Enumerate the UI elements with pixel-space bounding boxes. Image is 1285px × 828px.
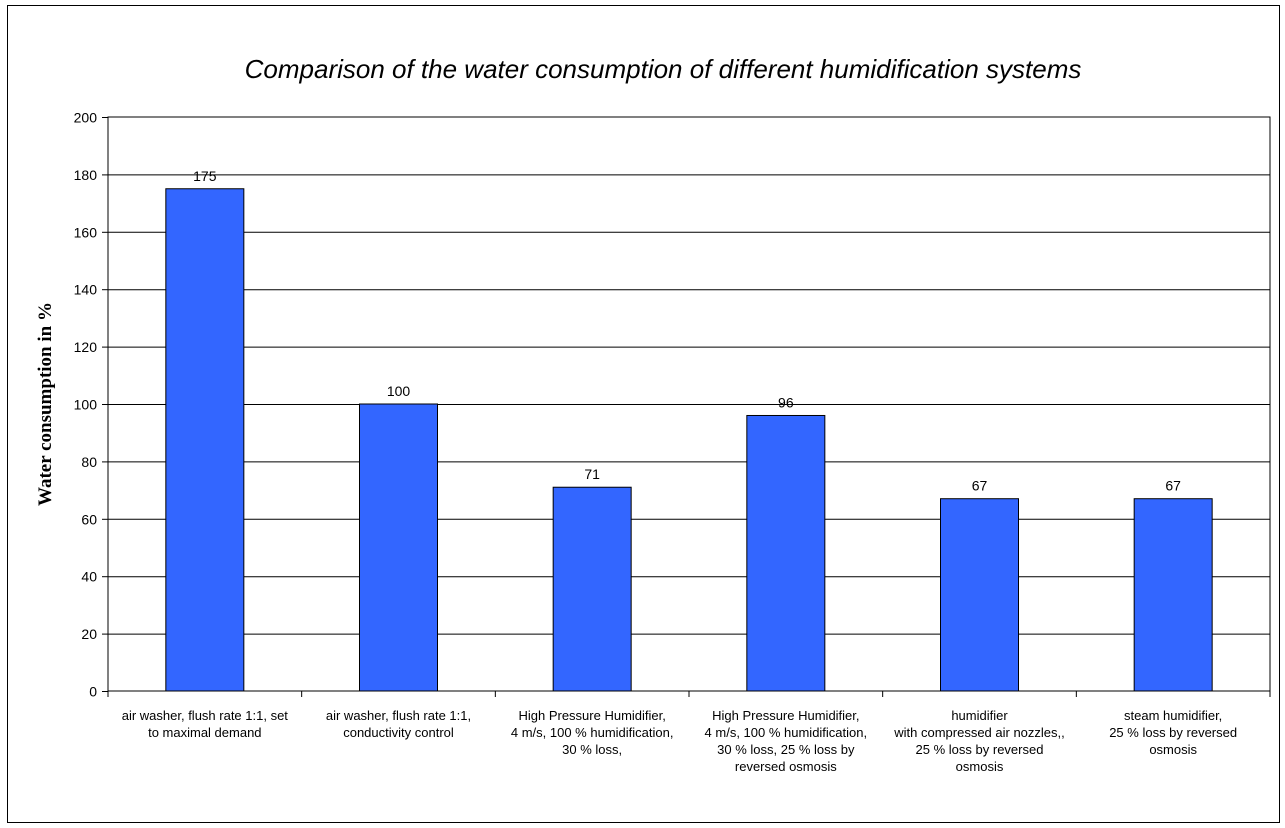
x-category-label-line: with compressed air nozzles,,: [893, 725, 1065, 740]
y-tick-label: 120: [74, 339, 98, 355]
x-category-label-line: 4 m/s, 100 % humidification,: [705, 725, 868, 740]
x-category-label-line: 4 m/s, 100 % humidification,: [511, 725, 674, 740]
x-category-label: air washer, flush rate 1:1, conductivity …: [326, 708, 471, 740]
chart-title: Comparison of the water consumption of d…: [245, 54, 1082, 84]
data-label: 175: [193, 168, 217, 184]
x-category-label-line: osmosis: [956, 759, 1004, 774]
x-category-label-line: 30 % loss,: [562, 742, 622, 757]
y-tick-label: 60: [81, 511, 97, 527]
axes: [102, 116, 1271, 697]
y-tick-labels: 0 20 40 60 80 100 120 140 160 180 200: [74, 110, 98, 700]
x-category-label: High Pressure Humidifier, 4 m/s, 100 % hu…: [705, 708, 868, 774]
x-category-label-line: High Pressure Humidifier,: [518, 708, 665, 723]
x-category-label-line: humidifier: [951, 708, 1008, 723]
bar: [552, 486, 632, 692]
bar: [1133, 498, 1213, 692]
bar: [746, 414, 826, 692]
x-category-labels: air washer, flush rate 1:1, set to maxima…: [122, 708, 1237, 774]
x-category-label-line: conductivity control: [343, 725, 454, 740]
gridlines: [108, 174, 1270, 635]
x-category-label-line: 25 % loss by reversed: [916, 742, 1044, 757]
y-tick-label: 200: [74, 110, 98, 126]
y-tick-label: 20: [81, 626, 97, 642]
y-tick-label: 180: [74, 167, 98, 183]
x-category-label-line: reversed osmosis: [735, 759, 837, 774]
x-category-label: air washer, flush rate 1:1, set to maxima…: [122, 708, 289, 740]
x-category-label-line: 30 % loss, 25 % loss by: [717, 742, 855, 757]
x-category-label-line: High Pressure Humidifier,: [712, 708, 859, 723]
y-tick-label: 40: [81, 569, 97, 585]
x-category-label-line: air washer, flush rate 1:1,: [326, 708, 471, 723]
data-label: 96: [778, 394, 794, 410]
x-category-label-line: steam humidifier,: [1124, 708, 1222, 723]
y-tick-label: 0: [89, 684, 97, 700]
x-category-label: steam humidifier, 25 % loss by reversed os…: [1109, 708, 1237, 757]
bars: [165, 188, 1213, 692]
y-tick-label: 100: [74, 397, 98, 413]
data-label: 71: [584, 466, 600, 482]
y-axis-label: Water consumption in %: [35, 302, 56, 506]
y-tick-label: 160: [74, 224, 98, 240]
data-label: 67: [1165, 478, 1181, 494]
y-tick-label: 80: [81, 454, 97, 470]
x-category-label-line: air washer, flush rate 1:1, set: [122, 708, 289, 723]
x-category-label: humidifier with compressed air nozzles,, 2…: [893, 708, 1065, 774]
data-label: 100: [387, 383, 411, 399]
y-tick-label: 140: [74, 282, 98, 298]
bar: [165, 188, 245, 692]
x-category-label-line: 25 % loss by reversed: [1109, 725, 1237, 740]
bar: [359, 403, 438, 692]
bar: [940, 498, 1019, 692]
x-category-label: High Pressure Humidifier, 4 m/s, 100 % hu…: [511, 708, 674, 757]
data-labels: 175 100 71 96 67 67: [193, 168, 1181, 494]
data-label: 67: [972, 478, 988, 494]
x-category-label-line: to maximal demand: [148, 725, 261, 740]
x-category-label-line: osmosis: [1149, 742, 1197, 757]
